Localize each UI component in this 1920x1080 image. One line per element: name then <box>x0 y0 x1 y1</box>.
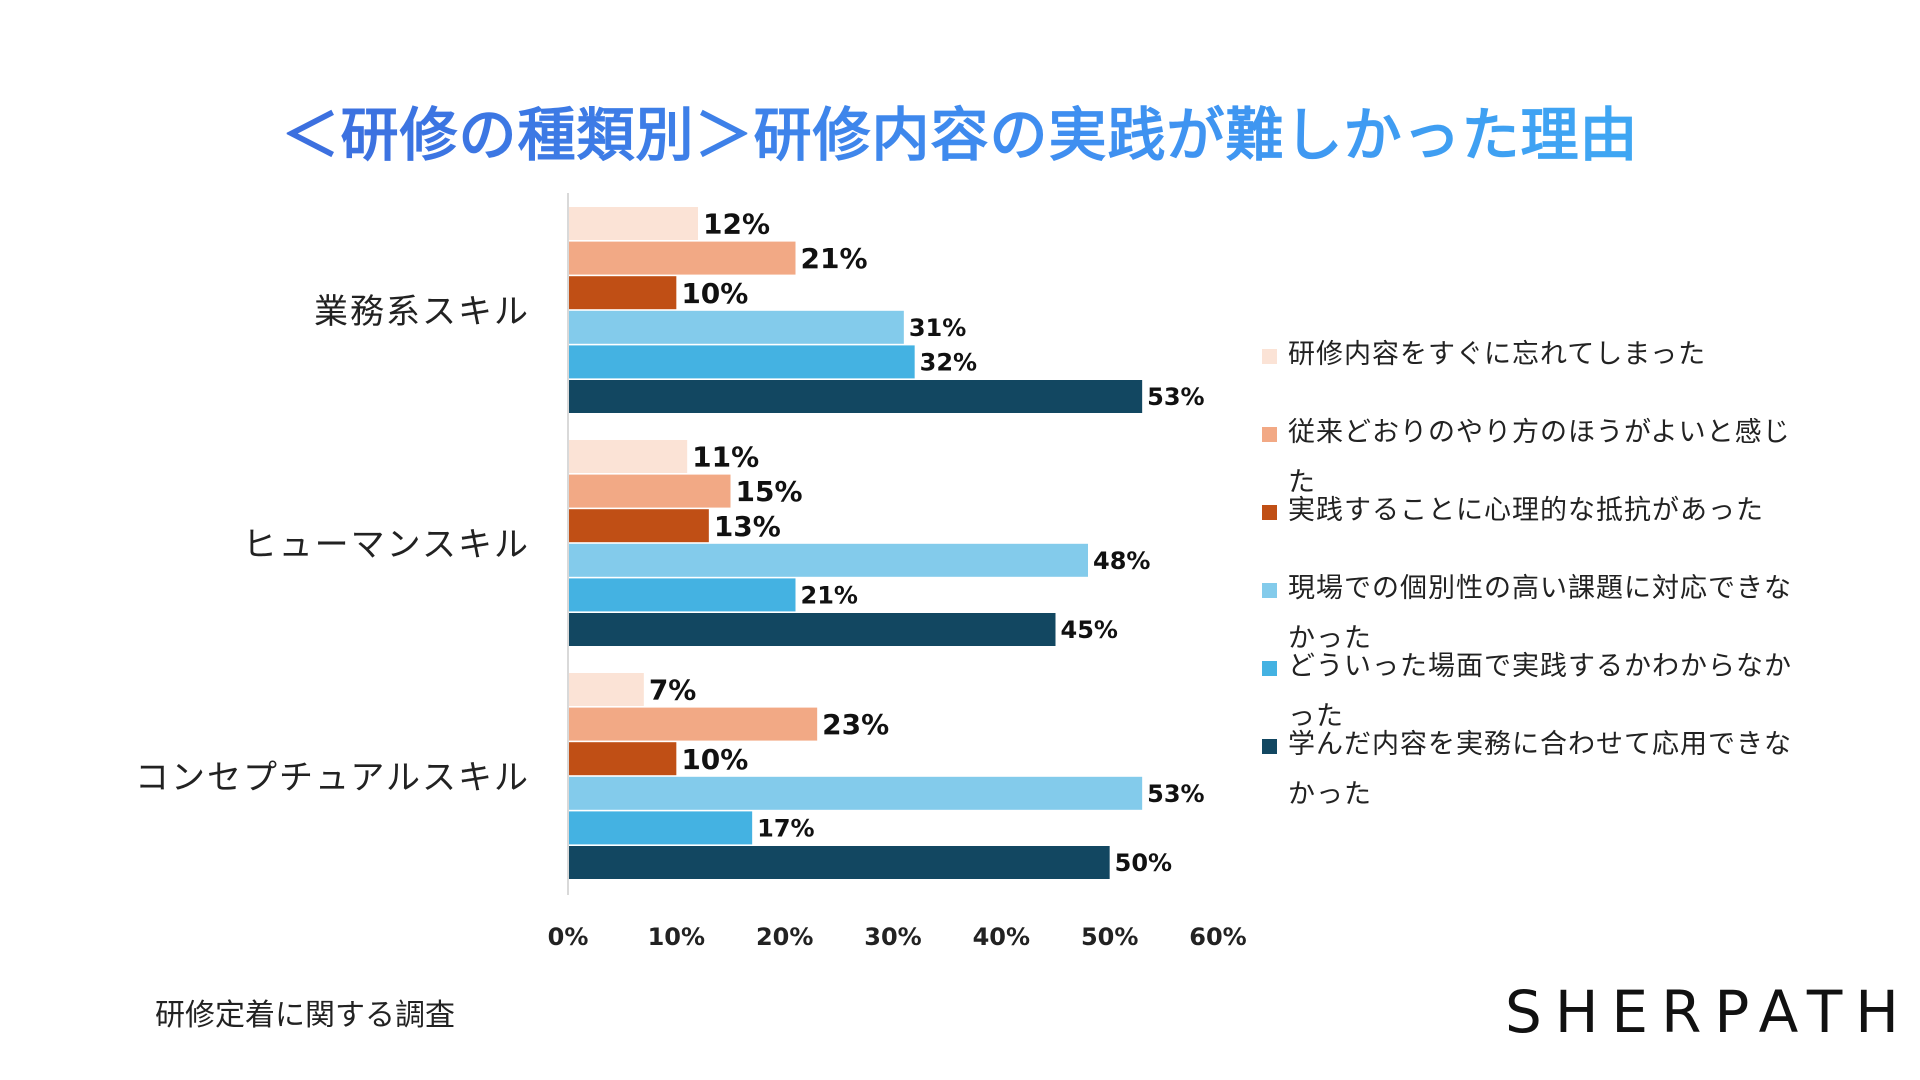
data-label: 12% <box>703 208 770 241</box>
x-tick-label: 0% <box>548 923 589 951</box>
bar <box>569 846 1110 879</box>
data-label: 48% <box>1093 547 1150 575</box>
x-tick-label: 10% <box>648 923 705 951</box>
data-label: 7% <box>649 674 697 707</box>
data-label: 53% <box>1147 383 1204 411</box>
bar <box>569 811 753 845</box>
data-label: 23% <box>822 708 889 741</box>
bar <box>569 707 818 741</box>
legend-swatch <box>1262 349 1277 364</box>
data-label: 11% <box>692 441 759 474</box>
legend-label: 従来どおりのやり方のほうがよいと感じた <box>1288 417 1791 498</box>
x-tick-label: 40% <box>973 923 1030 951</box>
data-label: 17% <box>757 815 814 843</box>
bar <box>569 207 698 240</box>
x-tick-label: 30% <box>864 923 921 951</box>
bar <box>569 543 1088 577</box>
category-label: 業務系スキル <box>314 292 530 332</box>
data-label: 10% <box>681 277 748 310</box>
bar <box>569 474 731 508</box>
legend-label: 現場での個別性の高い課題に対応できなかった <box>1288 573 1792 654</box>
data-label: 21% <box>801 242 868 275</box>
legend-swatch <box>1262 661 1277 676</box>
source-note: 研修定着に関する調査 <box>155 998 455 1033</box>
x-tick-label: 50% <box>1081 923 1138 951</box>
bar <box>569 742 677 776</box>
bar <box>569 509 709 543</box>
bar <box>569 310 904 344</box>
bar <box>569 673 644 706</box>
data-label: 13% <box>714 510 781 543</box>
bar <box>569 776 1143 810</box>
legend-swatch <box>1262 739 1277 754</box>
legend-label: 研修内容をすぐに忘れてしまった <box>1288 339 1707 370</box>
x-tick-label: 60% <box>1189 923 1246 951</box>
data-label: 31% <box>909 314 966 342</box>
data-label: 21% <box>801 582 858 610</box>
legend-label: 実践することに心理的な抵抗があった <box>1288 495 1764 526</box>
x-tick-label: 20% <box>756 923 813 951</box>
data-label: 53% <box>1147 780 1204 808</box>
legend-swatch <box>1262 427 1277 442</box>
bar <box>569 578 796 612</box>
data-label: 10% <box>681 743 748 776</box>
bar <box>569 276 677 310</box>
category-label: コンセプチュアルスキル <box>135 758 530 798</box>
data-label: 15% <box>736 475 803 508</box>
sherpath-logo: SHERPATH <box>1505 978 1912 1046</box>
bar <box>569 241 796 275</box>
category-label: ヒューマンスキル <box>243 525 530 565</box>
bar <box>569 345 915 379</box>
legend-label: どういった場面で実践するかわからなかった <box>1288 651 1792 732</box>
data-label: 45% <box>1061 616 1118 644</box>
bar <box>569 440 688 473</box>
legend-swatch <box>1262 583 1277 598</box>
chart-title: ＜研修の種類別＞研修内容の実践が難しかった理由 <box>0 88 1920 172</box>
bar <box>569 380 1143 413</box>
legend-label: 学んだ内容を実務に合わせて応用できなかった <box>1288 729 1792 810</box>
data-label: 32% <box>920 349 977 377</box>
bar <box>569 613 1056 646</box>
legend-swatch <box>1262 505 1277 520</box>
data-label: 50% <box>1115 849 1172 877</box>
